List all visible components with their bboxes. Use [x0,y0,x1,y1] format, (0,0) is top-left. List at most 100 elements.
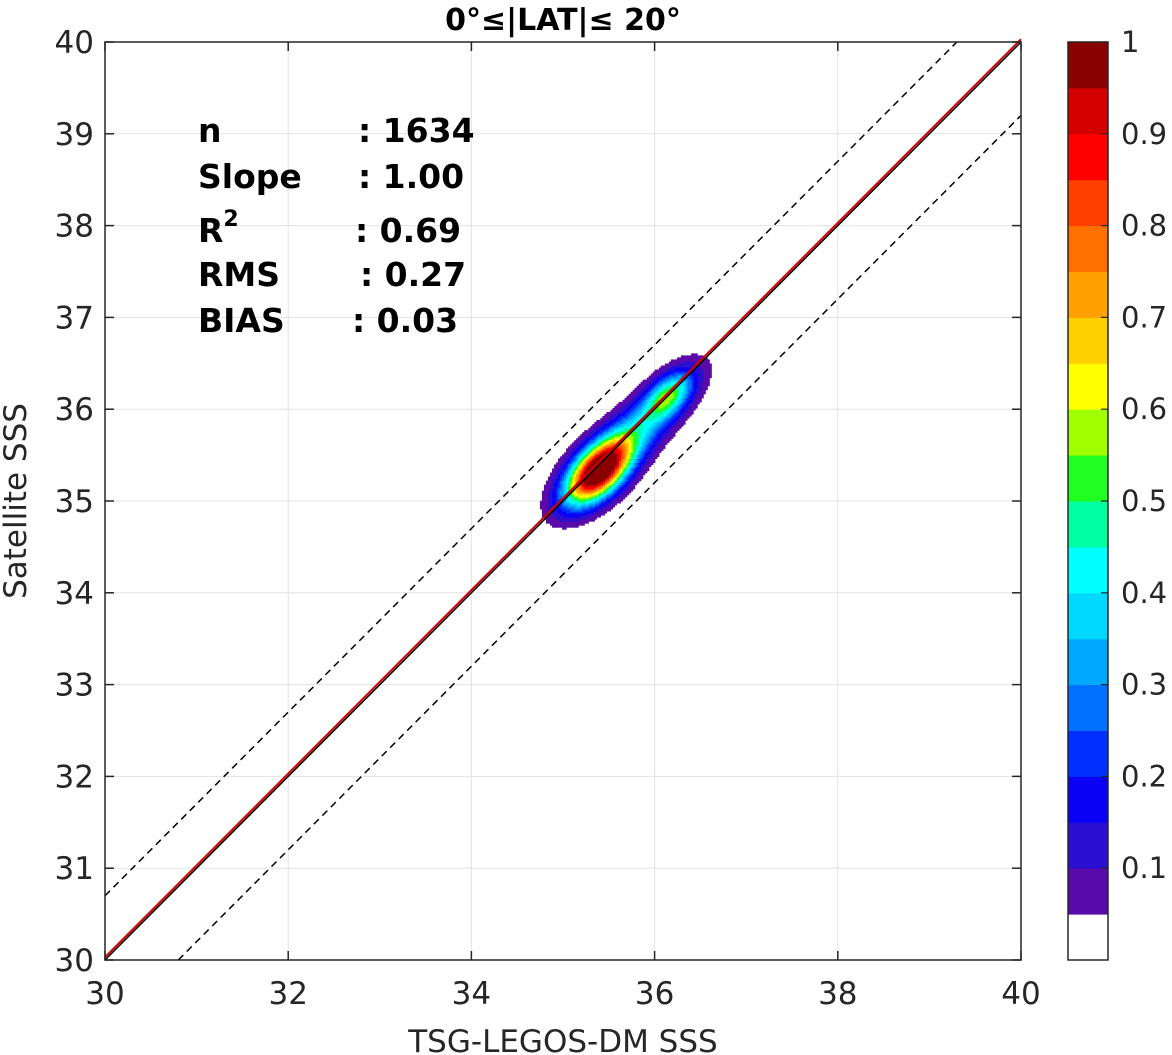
contour-cell [586,446,589,449]
contour-cell [676,418,680,421]
contour-cell [568,452,571,455]
contour-cell [695,355,698,359]
contour-cell [634,460,638,464]
contour-cell [598,500,601,504]
contour-cell [598,422,601,425]
contour-cell [693,401,696,405]
contour-cell [596,510,599,514]
contour-cell [670,367,674,371]
contour-cell [624,480,628,484]
contour-cell [628,486,632,490]
contour-cell [664,440,668,443]
contour-cell [552,500,555,504]
contour-cell [650,432,654,435]
contour-cell [576,442,579,445]
contour-cell [600,488,603,492]
contour-cell [638,428,642,431]
contour-cell [695,371,698,375]
contour-cell [608,474,612,478]
contour-cell [608,478,612,482]
contour-cell [588,446,591,449]
contour-cell [705,363,708,367]
contour-cell [594,476,597,480]
contour-cell [592,424,595,427]
contour-cell [600,420,603,423]
contour-cell [646,381,650,385]
contour-cell [586,436,589,439]
contour-cell [646,458,650,462]
contour-cell [616,470,620,474]
contour-cell [554,502,557,506]
contour-cell [644,454,648,457]
contour-cell [672,397,676,401]
contour-cell [549,500,553,504]
contour-cell [642,432,646,435]
contour-cell [622,478,626,482]
contour-cell [539,504,543,508]
contour-cell [618,494,622,498]
contour-cell [636,462,640,466]
contour-cell [624,450,628,453]
contour-cell [582,474,585,478]
contour-cell [547,476,551,480]
contour-cell [646,385,650,389]
contour-cell [689,403,692,407]
contour-cell [582,470,585,474]
contour-cell [644,434,648,437]
contour-cell [572,474,575,478]
contour-cell [628,411,632,415]
contour-cell [568,488,571,492]
contour-cell [644,424,648,427]
contour-cell [604,506,608,510]
contour-cell [616,434,620,437]
contour-cell [614,462,618,466]
contour-cell [703,365,706,369]
contour-cell [588,482,591,486]
contour-cell [701,363,704,367]
contour-cell [606,420,610,423]
contour-cell [656,436,660,439]
contour-cell [600,438,603,441]
contour-cell [580,476,583,480]
contour-cell [705,381,708,385]
contour-cell [654,418,658,421]
contour-cell [646,395,650,399]
contour-cell [543,488,547,492]
contour-cell [586,450,589,453]
contour-cell [682,381,686,385]
contour-cell [693,361,696,365]
contour-cell [640,438,644,441]
contour-cell [693,353,696,357]
contour-cell [650,446,654,449]
colorbar-band [1068,914,1108,961]
contour-cell [697,399,700,403]
y-tick-label: 37 [55,300,94,336]
contour-cell [590,456,593,460]
contour-cell [646,448,650,451]
contour-cell [685,407,688,411]
contour-cell [616,426,620,429]
contour-cell [654,401,658,405]
contour-cell [670,361,674,365]
contour-cell [592,456,595,460]
contour-cell [638,474,642,478]
contour-cell [586,438,589,441]
contour-cell [580,523,583,526]
contour-cell [622,462,626,466]
contour-cell [596,430,599,433]
contour-cell [616,422,620,425]
contour-cell [640,426,644,429]
contour-cell [624,490,628,494]
contour-cell [658,391,662,395]
contour-cell [638,393,642,397]
contour-cell [580,514,583,518]
contour-cell [652,385,656,389]
contour-cell [620,478,624,482]
contour-cell [646,415,650,419]
contour-cell [650,454,654,457]
contour-cell [588,460,591,464]
contour-cell [640,428,644,431]
contour-cell [670,359,674,363]
contour-cell [570,446,573,449]
contour-cell [606,506,610,510]
